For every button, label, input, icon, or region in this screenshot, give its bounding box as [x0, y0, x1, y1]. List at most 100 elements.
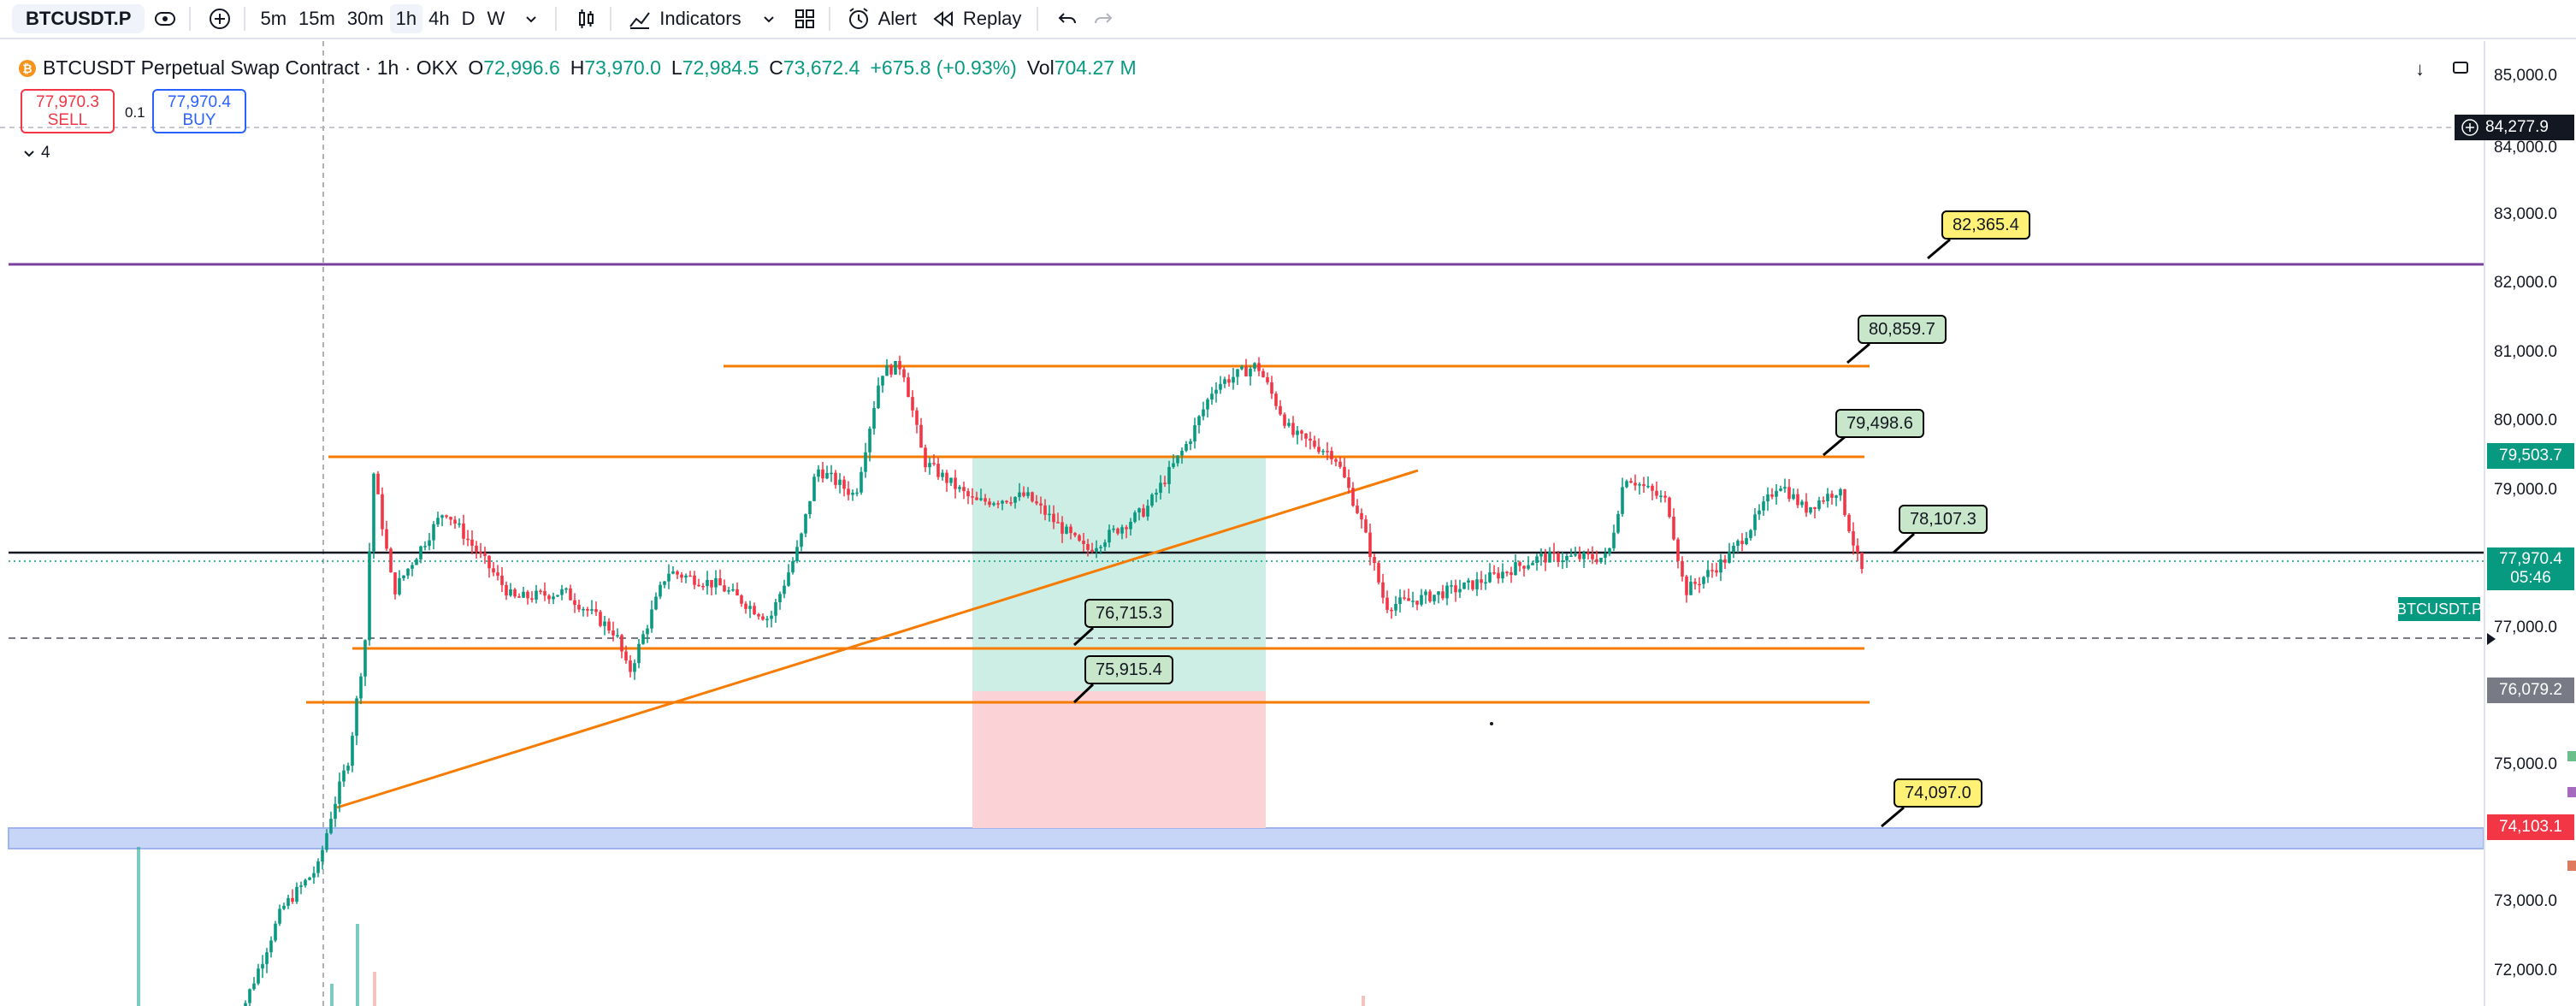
timeframe-30m[interactable]: 30m: [346, 8, 384, 29]
candle-body: [714, 577, 718, 588]
candle-body: [402, 575, 405, 578]
candle-body: [500, 575, 504, 585]
candle-body: [877, 385, 880, 409]
candle-body: [1381, 582, 1385, 598]
candle-body: [599, 612, 602, 626]
candle-body: [1710, 570, 1714, 571]
buy-button[interactable]: 77,970.4 BUY: [152, 89, 246, 133]
legend-title[interactable]: BTCUSDT Perpetual Swap Contract · 1h · O…: [43, 56, 458, 79]
candle-body: [1702, 577, 1705, 584]
candle-body: [1061, 522, 1064, 534]
layouts-grid-icon[interactable]: [789, 3, 820, 34]
candle-body: [1150, 494, 1154, 506]
price-callout[interactable]: 76,715.3: [1084, 599, 1173, 628]
red-price-label: 74,103.1: [2487, 814, 2574, 840]
candle-body: [1715, 570, 1718, 573]
arrow-down-icon[interactable]: ↓: [2415, 58, 2425, 80]
price-tick: 80,000.0: [2494, 411, 2557, 429]
timeframe-5m[interactable]: 5m: [260, 8, 287, 29]
alert-button[interactable]: Alert: [839, 4, 924, 33]
undo-icon[interactable]: [1052, 3, 1083, 34]
add-symbol-icon[interactable]: [204, 3, 235, 34]
candle-body: [1852, 531, 1855, 546]
replay-button[interactable]: Replay: [924, 4, 1028, 33]
candle-body: [842, 479, 846, 489]
alarm-clock-icon: [848, 8, 868, 29]
stray-dot: [1490, 722, 1493, 725]
candle-body: [654, 596, 658, 610]
maximize-icon[interactable]: [2451, 58, 2470, 82]
candle-body: [1651, 485, 1654, 491]
price-callout[interactable]: 78,107.3: [1899, 505, 1988, 534]
candle-body: [928, 463, 931, 468]
indicators-button[interactable]: Indicators: [620, 4, 747, 33]
candle-body: [304, 879, 307, 886]
symbol-search-button[interactable]: BTCUSDT.P: [12, 4, 145, 33]
candle-body: [1189, 441, 1192, 444]
candle-body: [359, 676, 363, 699]
candle-body: [487, 555, 491, 569]
redo-icon[interactable]: [1088, 3, 1119, 34]
candle-body: [1103, 542, 1107, 547]
candle-body: [466, 538, 470, 541]
compare-symbol-icon[interactable]: [150, 3, 180, 34]
candle-body: [1835, 495, 1838, 498]
candle-body: [1279, 405, 1282, 415]
candle-body: [1266, 376, 1269, 382]
candles-chart-type-icon[interactable]: [570, 3, 601, 34]
volume-bar: [137, 847, 140, 1006]
candle-body: [1403, 597, 1406, 599]
candle-body: [881, 376, 884, 386]
sell-button[interactable]: 77,970.3 SELL: [21, 89, 115, 133]
candle-body: [1317, 447, 1320, 453]
candle-body: [1065, 526, 1068, 534]
timeframe-d[interactable]: D: [461, 8, 476, 29]
candle-body: [954, 477, 957, 489]
candle-body: [282, 905, 286, 909]
candle-body: [1313, 441, 1316, 447]
chart-plot-area[interactable]: [0, 41, 2484, 1006]
price-axis[interactable]: [2484, 41, 2576, 1006]
add-plus-icon[interactable]: [2460, 117, 2480, 138]
price-callout[interactable]: 82,365.4: [1941, 210, 2030, 240]
candle-body: [351, 736, 354, 766]
candle-countdown: 05:46: [2510, 569, 2551, 587]
timeframe-w[interactable]: W: [487, 8, 505, 29]
candle-body: [406, 568, 410, 576]
candle-body: [299, 885, 303, 887]
candle-body: [363, 640, 367, 677]
price-callout[interactable]: 75,915.4: [1084, 655, 1173, 684]
candle-body: [1163, 482, 1167, 484]
candle-body: [522, 591, 525, 598]
timeframe-15m[interactable]: 15m: [298, 8, 335, 29]
candle-body: [1663, 495, 1667, 498]
timeframe-4h[interactable]: 4h: [428, 8, 450, 29]
indicators-collapse-toggle[interactable]: 4: [22, 144, 50, 163]
candle-body: [1223, 379, 1226, 384]
candle-body: [1309, 438, 1312, 441]
chevron-down-icon[interactable]: [516, 3, 547, 34]
candle-body: [594, 609, 598, 612]
candle-body: [1090, 549, 1094, 552]
candle-body: [483, 553, 487, 556]
candle-body: [787, 572, 790, 586]
candle-body: [1347, 477, 1350, 488]
price-tick: 77,000.0: [2494, 618, 2557, 636]
order-quantity[interactable]: 0.1: [125, 104, 145, 121]
candle-body: [1681, 560, 1684, 577]
price-callout[interactable]: 80,859.7: [1858, 315, 1947, 344]
price-callout[interactable]: 79,498.6: [1835, 409, 1924, 438]
price-tick: 72,000.0: [2494, 962, 2557, 979]
toolbar-divider: [610, 7, 612, 31]
price-tick: 75,000.0: [2494, 755, 2557, 773]
candle-body: [701, 585, 705, 588]
price-callout[interactable]: 74,097.0: [1894, 778, 1982, 808]
candle-body: [440, 515, 444, 518]
candle-body: [479, 552, 482, 553]
chevron-down-icon[interactable]: [753, 3, 784, 34]
timeframe-1h[interactable]: 1h: [389, 4, 423, 33]
candle-body: [1621, 487, 1624, 514]
candle-body: [445, 515, 448, 518]
callout-pointer: [1072, 683, 1095, 704]
candle-body: [783, 585, 786, 595]
